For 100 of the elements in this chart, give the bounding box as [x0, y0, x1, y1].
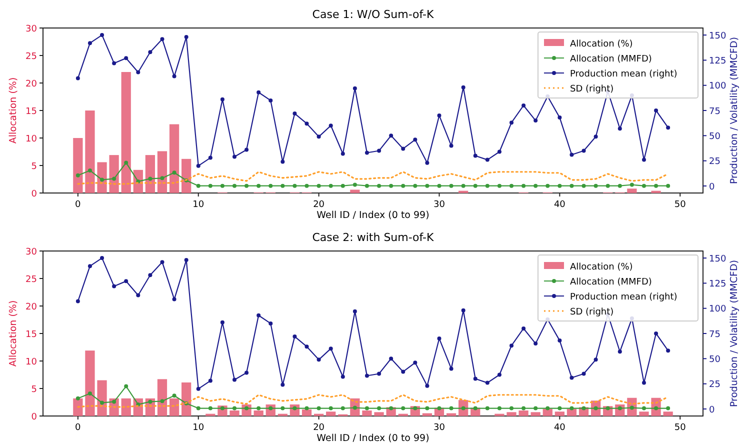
point	[292, 334, 297, 339]
point	[124, 384, 128, 388]
point	[196, 184, 200, 188]
y-tick-label: 15	[26, 106, 37, 117]
point	[220, 97, 224, 102]
point	[100, 400, 104, 405]
point	[570, 406, 574, 410]
point	[316, 406, 321, 410]
point	[558, 184, 562, 188]
point	[268, 321, 273, 326]
x-tick-label: 30	[434, 423, 446, 433]
point	[208, 378, 212, 383]
line-series	[77, 171, 669, 185]
point	[642, 406, 646, 410]
bar	[663, 412, 673, 416]
point	[352, 309, 357, 314]
bar	[350, 190, 360, 193]
point	[232, 154, 236, 159]
point	[437, 114, 442, 118]
point	[88, 41, 92, 46]
point	[304, 122, 309, 126]
point	[389, 184, 394, 188]
legend-label: Allocation (%)	[570, 262, 633, 272]
point	[160, 260, 164, 264]
point	[328, 346, 333, 351]
point	[437, 406, 442, 410]
point	[328, 406, 333, 410]
point	[425, 384, 430, 388]
point	[497, 150, 502, 154]
x-tick-label: 20	[313, 423, 325, 433]
x-tick-label: 30	[434, 200, 446, 210]
point	[148, 400, 152, 404]
point	[280, 160, 285, 164]
point	[437, 184, 442, 188]
point	[148, 176, 152, 181]
point	[558, 406, 562, 410]
point	[534, 184, 538, 188]
point	[196, 406, 200, 410]
point	[76, 299, 80, 304]
bar	[446, 413, 456, 416]
point	[510, 406, 514, 410]
point	[280, 406, 285, 410]
point	[618, 126, 622, 131]
point	[244, 184, 249, 188]
y2-tick-label: 75	[709, 330, 720, 340]
legend-label: Production mean (right)	[570, 292, 678, 302]
point	[473, 184, 478, 188]
x-tick-label: 0	[75, 200, 82, 210]
point	[112, 284, 116, 288]
point	[328, 124, 333, 128]
bar	[169, 398, 180, 416]
point	[352, 86, 357, 90]
point	[352, 182, 357, 187]
point	[522, 103, 526, 108]
point	[497, 372, 502, 377]
y-tick-label: 5	[31, 162, 37, 172]
point	[316, 134, 321, 139]
bar	[554, 412, 564, 416]
point	[328, 184, 333, 188]
bar	[627, 188, 637, 193]
y-tick-label: 25	[26, 274, 37, 285]
bar	[639, 412, 649, 416]
legend-label: SD (right)	[570, 84, 614, 94]
bar	[422, 413, 432, 416]
point	[510, 344, 514, 348]
point	[642, 158, 646, 162]
point	[208, 406, 212, 410]
bar	[542, 408, 552, 416]
point	[570, 376, 574, 380]
point	[413, 406, 418, 410]
point	[570, 184, 574, 188]
point	[88, 391, 92, 396]
point	[172, 74, 176, 78]
point	[618, 350, 622, 354]
point	[461, 184, 466, 188]
point	[546, 406, 550, 410]
point	[534, 406, 538, 410]
point	[510, 120, 514, 125]
point	[136, 70, 140, 74]
point	[100, 178, 104, 182]
point	[594, 358, 598, 362]
x-axis-title: Well ID / Index (0 to 99)	[316, 433, 430, 444]
point	[485, 184, 490, 188]
point	[136, 293, 140, 298]
point	[124, 56, 128, 60]
y2-tick-label: 25	[709, 380, 720, 390]
point	[642, 380, 646, 385]
point	[449, 144, 454, 148]
y2-tick-label: 125	[709, 56, 726, 66]
point	[522, 326, 526, 330]
point	[594, 184, 598, 188]
point	[160, 37, 164, 42]
point	[232, 406, 236, 410]
y-tick-label: 30	[26, 247, 38, 258]
point	[76, 173, 80, 178]
point	[449, 366, 454, 371]
point	[88, 168, 92, 172]
point	[473, 406, 478, 410]
y2-tick-label: 100	[709, 82, 726, 92]
point	[364, 184, 369, 188]
